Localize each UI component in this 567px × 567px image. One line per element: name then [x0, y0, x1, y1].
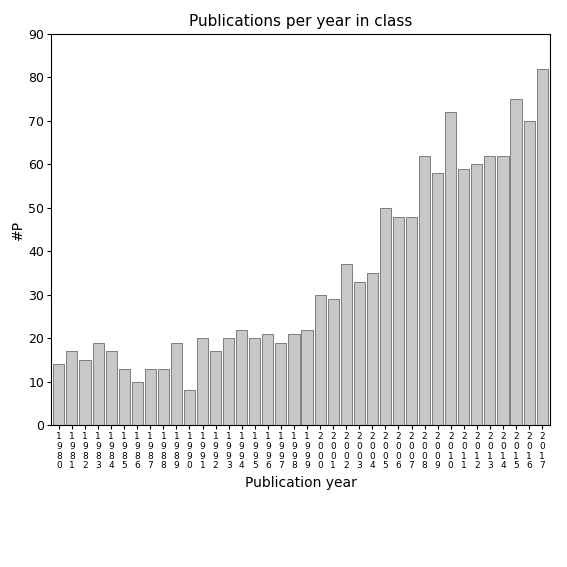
Bar — [367, 273, 378, 425]
Bar — [484, 156, 496, 425]
Bar — [523, 121, 535, 425]
Bar — [341, 264, 352, 425]
Bar — [289, 334, 299, 425]
Bar — [315, 295, 325, 425]
Bar — [419, 156, 430, 425]
Y-axis label: #P: #P — [11, 219, 26, 240]
Bar — [354, 282, 365, 425]
Bar — [119, 369, 130, 425]
Bar — [380, 208, 391, 425]
Bar — [276, 342, 286, 425]
Bar — [406, 217, 417, 425]
Bar — [184, 391, 195, 425]
Bar — [393, 217, 404, 425]
Bar — [92, 342, 104, 425]
Bar — [497, 156, 509, 425]
Bar — [171, 342, 182, 425]
Bar — [432, 173, 443, 425]
Bar — [263, 334, 273, 425]
Bar — [510, 99, 522, 425]
Bar — [302, 329, 312, 425]
Bar — [197, 338, 208, 425]
Bar — [210, 352, 221, 425]
Bar — [249, 338, 260, 425]
Bar — [445, 112, 456, 425]
Bar — [145, 369, 156, 425]
Bar — [458, 169, 469, 425]
Bar — [79, 360, 91, 425]
Bar — [66, 352, 78, 425]
Bar — [536, 69, 548, 425]
Bar — [105, 352, 117, 425]
Bar — [158, 369, 169, 425]
Title: Publications per year in class: Publications per year in class — [189, 14, 412, 29]
Bar — [471, 164, 483, 425]
X-axis label: Publication year: Publication year — [244, 476, 357, 490]
Bar — [53, 365, 65, 425]
Bar — [132, 382, 143, 425]
Bar — [328, 299, 338, 425]
Bar — [223, 338, 234, 425]
Bar — [236, 329, 247, 425]
